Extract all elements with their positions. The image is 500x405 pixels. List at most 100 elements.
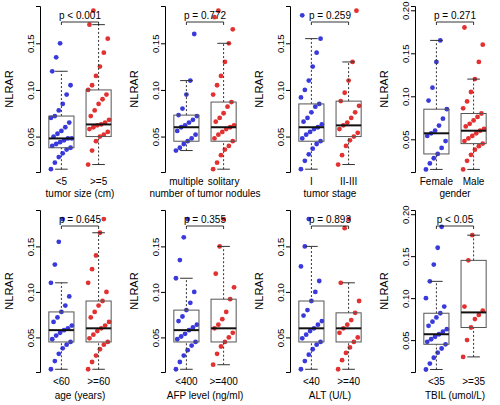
point <box>221 111 226 116</box>
point <box>442 304 447 309</box>
lower-whisker <box>436 344 437 369</box>
upper-cap <box>92 232 105 233</box>
upper-whisker <box>436 40 437 109</box>
point <box>317 279 322 284</box>
point <box>226 335 231 340</box>
point <box>181 235 186 240</box>
point <box>353 110 358 115</box>
point <box>90 148 95 153</box>
point <box>357 299 362 304</box>
point <box>467 121 472 126</box>
y-axis: 0.050.100.150.20 <box>400 205 416 372</box>
upper-whisker <box>348 62 349 101</box>
y-tick: 0.05 <box>25 329 40 348</box>
point <box>49 167 54 172</box>
point <box>94 74 99 79</box>
p-value: p = 0.772 <box>184 10 226 21</box>
lower-whisker <box>186 342 187 369</box>
upper-cap <box>342 61 355 62</box>
y-tick-mark <box>286 137 290 138</box>
plot-area <box>174 8 237 171</box>
p-value: p = 0.893 <box>309 214 351 225</box>
point <box>300 336 305 341</box>
point <box>304 332 309 337</box>
point <box>88 114 93 119</box>
point <box>96 102 101 107</box>
point <box>54 333 59 338</box>
upper-whisker <box>186 278 187 310</box>
y-tick-mark <box>411 96 415 97</box>
x-tick-label: <60 <box>53 376 70 387</box>
p-value: p = 0.355 <box>184 214 226 225</box>
point <box>58 41 63 46</box>
x-tick-label: II-III <box>340 176 357 187</box>
y-tick-mark <box>161 137 165 138</box>
y-axis-title: NLRAR <box>3 272 15 309</box>
point <box>463 124 468 129</box>
x-tick: >=5 <box>90 172 108 187</box>
x-tick: <5 <box>56 172 68 187</box>
point <box>104 290 109 295</box>
plot-area <box>424 25 487 172</box>
lower-cap <box>467 356 480 357</box>
point <box>175 337 180 342</box>
point <box>215 83 220 88</box>
point <box>91 332 96 337</box>
figure: 0.050.100.15<5>=5NLRARtumor size (cm)p <… <box>0 0 500 405</box>
y-axis-title: NLRAR <box>3 70 15 107</box>
y-tick-label: 0.15 <box>400 45 411 64</box>
y-axis-title: NLRAR <box>378 272 390 309</box>
point <box>299 367 304 372</box>
point <box>300 13 305 18</box>
y-axis: 0.050.100.15 <box>275 7 291 173</box>
median <box>211 327 236 329</box>
point <box>105 36 110 41</box>
x-axis: <5 >=5 <box>41 172 121 187</box>
upper-whisker <box>223 43 224 102</box>
point <box>431 355 436 360</box>
point <box>56 239 61 244</box>
box <box>461 79 486 169</box>
y-tick: 0.15 <box>25 238 40 256</box>
y-tick-label: 0.15 <box>400 247 411 266</box>
y-tick-label: 0.10 <box>25 283 36 302</box>
plot-area <box>49 217 112 372</box>
point <box>470 133 475 138</box>
x-axis: <35>=35 <box>416 372 496 387</box>
bracket <box>186 22 223 25</box>
point <box>216 322 221 327</box>
box <box>174 278 199 369</box>
lower-whisker <box>98 137 99 165</box>
box-body <box>336 313 361 342</box>
point <box>437 123 442 128</box>
x-axis: <40>=40 <box>291 372 371 387</box>
point <box>86 367 91 372</box>
y-axis-line <box>36 7 41 173</box>
x-tick: solitary <box>208 172 240 187</box>
lower-whisker <box>223 342 224 365</box>
point <box>101 342 106 347</box>
x-tick: Male <box>463 172 485 187</box>
point <box>101 217 106 222</box>
point <box>344 350 349 355</box>
y-tick-label: 0.05 <box>150 329 161 348</box>
y-tick-mark <box>411 340 415 341</box>
x-axis-title: TBIL (umol/L) <box>425 390 485 401</box>
point <box>230 27 235 32</box>
point <box>426 323 431 328</box>
y-tick: 0.05 <box>150 128 165 147</box>
point <box>52 359 57 364</box>
point <box>86 162 91 167</box>
point <box>94 139 99 144</box>
lower-whisker <box>311 342 312 369</box>
point <box>430 85 435 90</box>
point <box>465 338 470 343</box>
x-tick: II-III <box>340 172 357 187</box>
upper-cap <box>55 282 68 283</box>
point <box>469 152 474 157</box>
point <box>337 330 342 335</box>
point <box>192 290 197 295</box>
x-axis-line <box>416 172 496 173</box>
point <box>300 136 305 141</box>
upper-whisker <box>473 235 474 260</box>
